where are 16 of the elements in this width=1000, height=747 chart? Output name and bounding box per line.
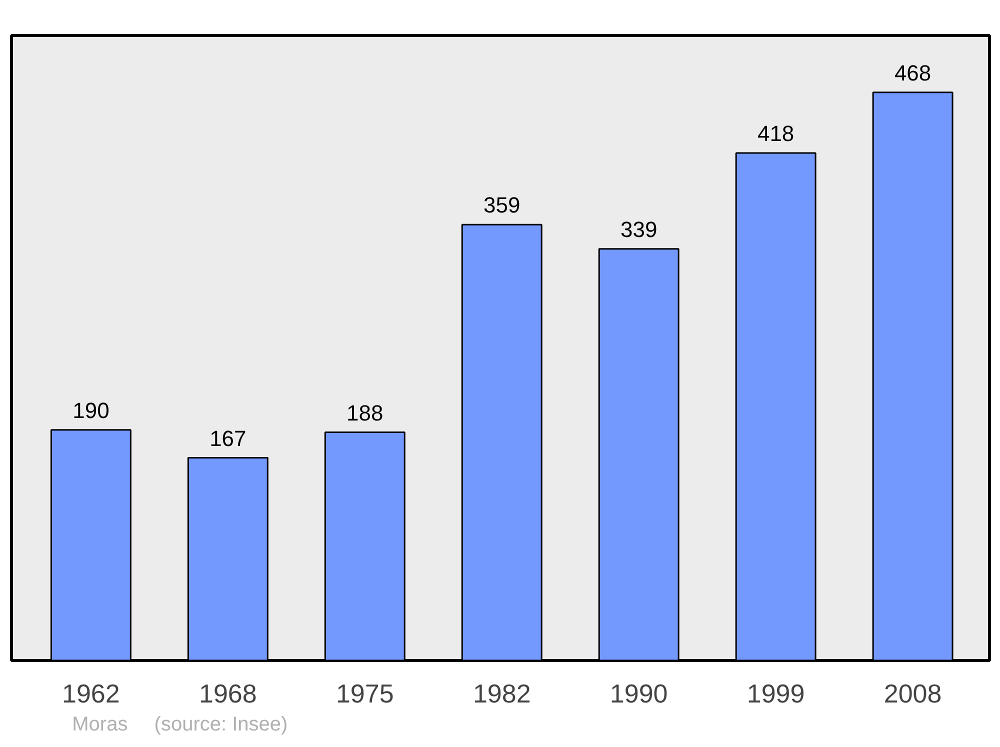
data-label: 339 (620, 216, 658, 242)
x-tick-label: 1968 (199, 678, 257, 708)
data-label: 468 (894, 60, 932, 86)
data-label: 167 (210, 426, 246, 451)
data-label: 418 (757, 121, 794, 146)
x-tick-label: 1982 (472, 678, 531, 708)
x-tick-label: 1990 (610, 678, 668, 708)
data-label: 188 (346, 400, 384, 426)
x-tick-label: 1999 (746, 678, 805, 708)
text: Moras (72, 714, 128, 736)
data-label: 190 (72, 398, 110, 423)
x-tick-label: 2008 (884, 678, 942, 708)
x-tick-label: 1962 (62, 678, 120, 708)
data-label: 359 (484, 192, 520, 218)
text: (source: Insee) (154, 714, 288, 736)
x-tick-label: 1975 (336, 678, 394, 708)
